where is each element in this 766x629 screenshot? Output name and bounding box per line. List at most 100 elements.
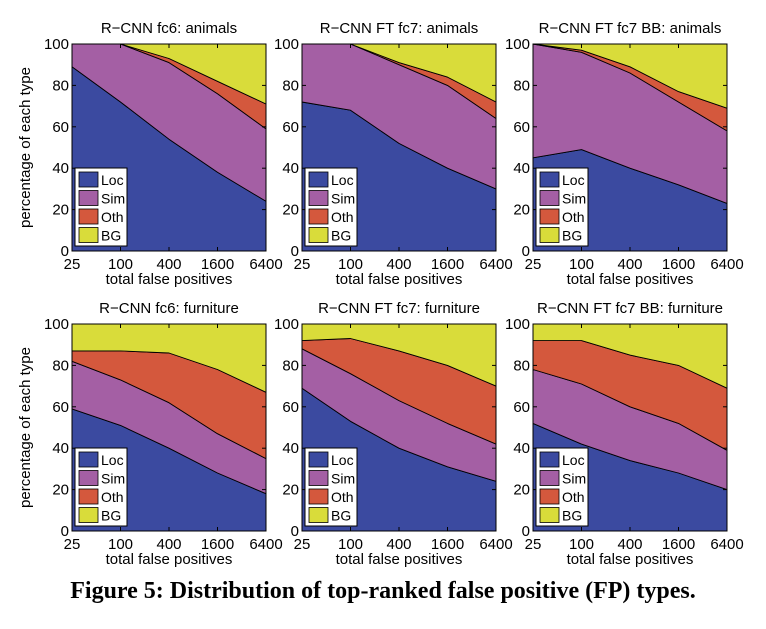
- legend-label-sim: Sim: [101, 471, 125, 487]
- chart-title: R−CNN FT fc7 BB: furniture: [537, 300, 723, 317]
- y-tick-label: 40: [513, 440, 530, 457]
- y-tick-label: 0: [291, 243, 299, 260]
- y-tick-label: 40: [282, 160, 299, 177]
- legend-swatch-sim: [308, 470, 329, 486]
- x-tick-label: 25: [525, 256, 542, 273]
- x-tick-label: 1600: [201, 536, 234, 553]
- y-tick-label: 20: [282, 482, 299, 499]
- chart-panel-1: 0 20 40 60 80 100 25 100 400 1600 6400 R−CNN fc6: a…: [17, 20, 283, 288]
- legend-swatch-oth: [539, 208, 560, 225]
- legend: Loc Sim Oth BG: [74, 167, 128, 247]
- legend-swatch-bg: [78, 507, 99, 523]
- y-tick-label: 100: [274, 36, 299, 53]
- x-tick-label: 25: [64, 256, 81, 273]
- legend-label-bg: BG: [562, 228, 582, 244]
- x-axis-label: total false positives: [106, 271, 233, 288]
- chart-title: R−CNN FT fc7 BB: animals: [539, 20, 722, 37]
- legend-label-bg: BG: [331, 228, 351, 244]
- y-tick-label: 0: [522, 243, 530, 260]
- y-tick-label: 20: [513, 202, 530, 219]
- y-tick-label: 40: [52, 160, 69, 177]
- legend-swatch-oth: [78, 488, 99, 505]
- x-tick-label: 1600: [662, 536, 695, 553]
- legend-label-bg: BG: [562, 508, 582, 524]
- legend-swatch-oth: [308, 208, 329, 225]
- x-tick-label: 400: [156, 256, 181, 273]
- chart-panel-3: 0 20 40 60 80 100 25 100 400 1600 6400 R−CNN FT fc7…: [505, 20, 744, 288]
- y-tick-label: 0: [291, 523, 299, 540]
- legend-swatch-loc: [78, 451, 99, 468]
- y-tick-label: 80: [282, 357, 299, 374]
- chart-panel-6: 0 20 40 60 80 100 25 100 400 1600 6400 R−CNN FT fc7…: [505, 300, 744, 568]
- legend-label-oth: Oth: [101, 489, 124, 505]
- x-tick-label: 100: [569, 536, 594, 553]
- legend-swatch-bg: [78, 227, 99, 243]
- legend-label-oth: Oth: [562, 209, 585, 225]
- y-tick-label: 0: [522, 523, 530, 540]
- x-tick-label: 6400: [479, 256, 512, 273]
- chart-title: R−CNN FT fc7: furniture: [318, 300, 480, 317]
- x-tick-label: 100: [108, 256, 133, 273]
- legend-swatch-loc: [308, 171, 329, 188]
- legend-label-sim: Sim: [562, 191, 586, 207]
- x-tick-label: 6400: [710, 256, 743, 273]
- x-tick-label: 25: [294, 256, 311, 273]
- y-tick-label: 60: [52, 119, 69, 136]
- legend: Loc Sim Oth BG: [74, 447, 128, 527]
- legend: Loc Sim Oth BG: [535, 447, 589, 527]
- y-tick-label: 100: [505, 316, 530, 333]
- chart-title: R−CNN FT fc7: animals: [320, 20, 479, 37]
- x-tick-label: 25: [294, 536, 311, 553]
- legend-label-loc: Loc: [331, 452, 354, 468]
- x-axis-label: total false positives: [567, 271, 694, 288]
- y-tick-label: 0: [61, 523, 69, 540]
- x-tick-label: 25: [525, 536, 542, 553]
- x-tick-label: 400: [156, 536, 181, 553]
- figure-caption: Figure 5: Distribution of top-ranked fal…: [70, 578, 696, 604]
- y-tick-label: 80: [282, 77, 299, 94]
- legend-swatch-loc: [308, 451, 329, 468]
- y-tick-label: 80: [52, 357, 69, 374]
- legend-swatch-oth: [539, 488, 560, 505]
- y-tick-label: 80: [52, 77, 69, 94]
- chart-panel-2: 0 20 40 60 80 100 25 100 400 1600 6400 R−CNN FT fc7…: [274, 20, 513, 288]
- legend-label-loc: Loc: [562, 452, 585, 468]
- x-tick-label: 100: [338, 256, 363, 273]
- y-tick-label: 20: [513, 482, 530, 499]
- legend-label-loc: Loc: [101, 452, 124, 468]
- legend-label-bg: BG: [101, 228, 121, 244]
- x-tick-label: 1600: [431, 536, 464, 553]
- y-tick-label: 60: [282, 399, 299, 416]
- legend-label-sim: Sim: [562, 471, 586, 487]
- y-tick-label: 60: [282, 119, 299, 136]
- legend-swatch-sim: [78, 190, 99, 206]
- legend-label-loc: Loc: [562, 172, 585, 188]
- x-axis-label: total false positives: [336, 551, 463, 568]
- y-tick-label: 20: [282, 202, 299, 219]
- x-tick-label: 400: [617, 536, 642, 553]
- y-tick-label: 40: [513, 160, 530, 177]
- legend-swatch-bg: [539, 507, 560, 523]
- x-tick-label: 100: [338, 536, 363, 553]
- y-tick-label: 60: [513, 119, 530, 136]
- legend-swatch-loc: [78, 171, 99, 188]
- y-tick-label: 100: [274, 316, 299, 333]
- legend-label-bg: BG: [331, 508, 351, 524]
- legend-label-loc: Loc: [331, 172, 354, 188]
- y-axis-label: percentage of each type: [17, 347, 34, 508]
- x-axis-label: total false positives: [106, 551, 233, 568]
- legend-swatch-sim: [539, 190, 560, 206]
- y-tick-label: 100: [44, 36, 69, 53]
- x-tick-label: 100: [569, 256, 594, 273]
- x-tick-label: 100: [108, 536, 133, 553]
- legend-swatch-bg: [308, 227, 329, 243]
- legend-swatch-sim: [78, 470, 99, 486]
- y-tick-label: 80: [513, 77, 530, 94]
- legend-label-loc: Loc: [101, 172, 124, 188]
- legend-swatch-bg: [539, 227, 560, 243]
- y-tick-label: 20: [52, 482, 69, 499]
- chart-panel-5: 0 20 40 60 80 100 25 100 400 1600 6400 R−CNN FT fc7…: [274, 300, 513, 568]
- x-tick-label: 25: [64, 536, 81, 553]
- x-tick-label: 1600: [431, 256, 464, 273]
- y-tick-label: 60: [52, 399, 69, 416]
